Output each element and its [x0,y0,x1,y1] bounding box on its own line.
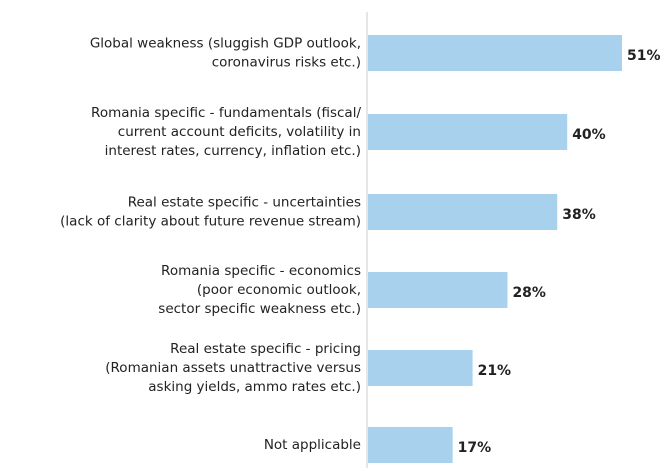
category-label: Global weakness (sluggish GDP outlook, co… [90,36,361,71]
bar [368,35,622,71]
category-label: Romania specific - economics (poor econom… [158,263,361,317]
category-label: Romania specific - fundamentals (fiscal/… [91,105,361,159]
category-label: Real estate specific - uncertainties (lac… [60,195,361,230]
category-label: Real estate specific - pricing (Romanian … [105,341,361,395]
bar [368,427,453,463]
value-label: 51% [627,48,661,64]
bar [368,114,568,150]
bar [368,272,508,308]
value-label: 40% [572,127,606,143]
value-label: 38% [562,207,596,223]
category-label: Not applicable [264,437,361,453]
value-label: 17% [458,440,492,456]
value-label: 28% [512,285,546,301]
value-label: 21% [478,363,512,379]
bar [368,194,558,230]
bar [368,350,473,386]
